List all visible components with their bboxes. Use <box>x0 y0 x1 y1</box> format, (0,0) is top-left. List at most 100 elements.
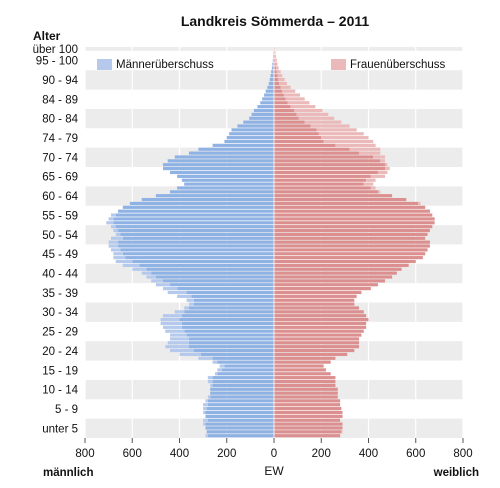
bar-female-age-81 <box>274 120 305 124</box>
bar-female-age-44 <box>274 263 409 267</box>
bar-male-surplus-age-28 <box>162 325 182 329</box>
bar-female-age-34 <box>274 302 355 306</box>
bar-male-age-26 <box>186 333 274 337</box>
bar-male-age-7 <box>206 407 274 411</box>
bar-female-surplus-age-92 <box>278 77 285 82</box>
age-tick-label: 84 - 89 <box>42 94 78 106</box>
bar-female-age-8 <box>274 403 341 407</box>
bar-male-age-61 <box>141 197 274 202</box>
bar-male-age-16 <box>217 372 274 376</box>
bars <box>106 47 435 438</box>
age-tick-label: 25 - 29 <box>42 327 78 339</box>
bar-male-age-69 <box>162 167 274 171</box>
bar-female-age-97 <box>274 58 276 62</box>
bar-male-surplus-age-43 <box>132 267 147 271</box>
bar-female-age-10 <box>274 395 338 399</box>
bar-female-age-6 <box>274 410 343 415</box>
bar-female-age-50 <box>274 240 430 244</box>
bar-female-age-82 <box>274 116 299 120</box>
bar-female-surplus-age-63 <box>377 190 381 194</box>
bar-male-surplus-age-42 <box>141 271 152 275</box>
bar-female-age-32 <box>274 310 364 314</box>
bar-male-age-36 <box>191 294 274 298</box>
bar-female-age-88 <box>274 93 284 97</box>
bar-female-surplus-age-75 <box>335 143 376 147</box>
bar-female-age-16 <box>274 372 331 376</box>
bar-female-surplus-age-87 <box>285 97 305 101</box>
bar-male-age-94 <box>271 70 274 74</box>
bar-male-surplus-age-19 <box>212 360 218 364</box>
bar-male-age-55 <box>113 221 274 225</box>
bar-female-age-75 <box>274 143 336 147</box>
bar-female-age-41 <box>274 275 393 279</box>
bar-male-age-30 <box>179 317 274 322</box>
bar-female-age-80 <box>274 124 311 128</box>
bar-female-age-70 <box>274 163 386 167</box>
bar-male-surplus-age-39 <box>155 283 171 287</box>
bar-female-age-22 <box>274 348 355 353</box>
bar-male-surplus-age-24 <box>167 341 189 345</box>
bar-female-surplus-age-90 <box>280 85 291 89</box>
bar-female-surplus-age-86 <box>287 101 310 105</box>
bar-male-surplus-age-7 <box>203 407 207 411</box>
bar-female-age-12 <box>274 387 338 391</box>
x-tick-label: 600 <box>406 448 425 460</box>
bar-female-age-4 <box>274 418 341 422</box>
bar-male-surplus-age-9 <box>205 399 208 403</box>
bar-female-age-21 <box>274 352 348 357</box>
bar-male-age-81 <box>243 120 274 124</box>
bar-male-surplus-age-20 <box>198 356 213 360</box>
bar-female-surplus-age-85 <box>290 105 316 109</box>
bar-male-age-63 <box>170 190 274 194</box>
bar-male-surplus-age-0 <box>205 434 208 438</box>
bar-female-age-17 <box>274 368 326 372</box>
bar-female-age-7 <box>274 407 342 411</box>
bar-male-age-20 <box>212 356 274 360</box>
bar-male-age-85 <box>257 105 274 109</box>
bar-male-age-64 <box>177 186 274 190</box>
bar-male-age-4 <box>207 418 274 422</box>
bar-female-surplus-age-98 <box>274 54 276 58</box>
bar-female-surplus-age-70 <box>385 163 388 167</box>
bar-female-age-79 <box>274 128 317 132</box>
bar-female-age-68 <box>274 170 378 175</box>
bar-female-surplus-age-88 <box>283 93 300 97</box>
bar-female-surplus-age-93 <box>277 74 283 78</box>
bar-female-surplus-age-99 <box>274 50 276 55</box>
bar-male-age-41 <box>155 275 274 279</box>
bar-male-age-47 <box>122 252 274 256</box>
bar-female-age-49 <box>274 244 430 248</box>
bar-male-age-93 <box>270 74 274 78</box>
bar-female-surplus-age-76 <box>323 139 374 144</box>
bar-female-age-65 <box>274 182 364 186</box>
bar-male-age-1 <box>206 430 274 434</box>
bar-male-age-31 <box>181 314 274 318</box>
bar-female-age-25 <box>274 337 360 341</box>
bar-male-age-71 <box>167 159 274 163</box>
legend-swatch-female-surplus <box>331 59 346 70</box>
age-tick-label: 70 - 74 <box>42 152 78 164</box>
bar-male-surplus-age-41 <box>146 275 156 279</box>
bar-male-age-88 <box>264 93 274 97</box>
bar-female-surplus-age-64 <box>370 186 376 190</box>
bar-male-age-68 <box>170 170 274 175</box>
x-tick-label: 200 <box>312 448 331 460</box>
bar-male-age-84 <box>253 108 274 113</box>
bar-male-age-76 <box>224 139 274 144</box>
bar-male-age-43 <box>146 267 274 271</box>
age-tick-label: 40 - 44 <box>42 268 78 280</box>
bar-male-age-28 <box>181 325 274 329</box>
bar-male-age-39 <box>170 283 274 287</box>
bar-female-age-43 <box>274 267 402 271</box>
bar-female-age-53 <box>274 228 430 233</box>
bar-male-surplus-age-51 <box>110 236 123 240</box>
bar-female-age-63 <box>274 190 378 194</box>
age-tick-label: 95 - 100 <box>36 56 78 68</box>
bar-female-age-42 <box>274 271 397 275</box>
bar-male-age-77 <box>226 136 274 140</box>
bar-female-age-37 <box>274 290 362 295</box>
age-tick-label: 90 - 94 <box>42 75 78 87</box>
bar-female-age-87 <box>274 97 286 101</box>
bar-male-age-96 <box>272 62 274 66</box>
